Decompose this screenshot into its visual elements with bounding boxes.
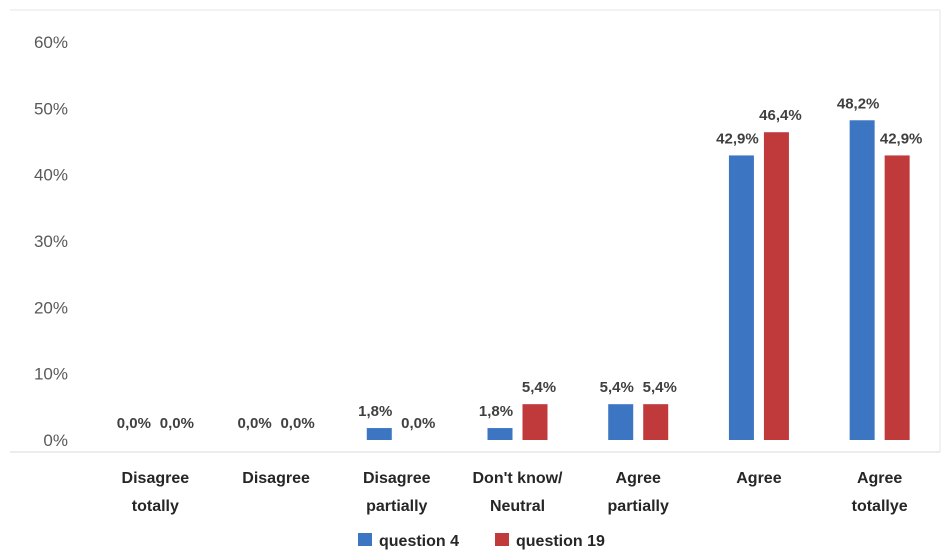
bar-series-1-cat-5	[608, 404, 634, 440]
data-label-series-1-cat-2: 0,0%	[237, 415, 271, 432]
x-tick-label: totally	[132, 498, 179, 515]
legend-label-series-2: question 19	[516, 533, 605, 550]
data-label-series-1-cat-7: 48,2%	[837, 95, 880, 112]
x-tick-label: partially	[608, 498, 669, 515]
x-tick-label: Agree	[857, 470, 902, 487]
y-tick-label: 50%	[34, 99, 68, 118]
data-labels: 0,0% 0,0% 1,8% 1,8% 5,4% 42,9% 48,2% 0,0% 0,0% 0,…	[117, 95, 923, 432]
y-tick-label: 40%	[34, 166, 68, 185]
data-label-series-2-cat-6: 46,4%	[759, 107, 802, 124]
x-tick-label: totallye	[852, 498, 908, 515]
data-label-series-2-cat-7: 42,9%	[880, 130, 923, 147]
data-label-series-1-cat-1: 0,0%	[117, 415, 151, 432]
legend-swatch-series-1	[358, 533, 372, 546]
data-label-series-1-cat-4: 1,8%	[479, 403, 513, 420]
data-label-series-2-cat-3: 0,0%	[401, 415, 435, 432]
y-tick-label: 0%	[43, 431, 68, 450]
y-tick-label: 60%	[34, 33, 68, 52]
x-tick-label: Agree	[736, 470, 781, 487]
legend-label-series-1: question 4	[379, 533, 459, 550]
bar-series-2-cat-7	[884, 155, 910, 440]
x-tick-label: partially	[366, 498, 427, 515]
x-tick-label: Disagree	[363, 470, 431, 487]
x-tick-label: Agree	[616, 470, 661, 487]
data-label-series-2-cat-4: 5,4%	[522, 379, 556, 396]
bar-series-1-cat-6	[728, 155, 754, 440]
x-tick-label: Disagree	[122, 470, 190, 487]
bar-series-2-cat-6	[763, 132, 789, 441]
data-label-series-2-cat-5: 5,4%	[643, 379, 677, 396]
legend: question 4 question 19	[358, 533, 605, 550]
bar-series-1-cat-7	[849, 120, 875, 441]
bar-series-1-cat-3	[366, 428, 392, 440]
y-tick-label: 10%	[34, 365, 68, 384]
data-label-series-1-cat-5: 5,4%	[600, 379, 634, 396]
data-label-series-2-cat-2: 0,0%	[280, 415, 314, 432]
chart-frame	[10, 9, 941, 453]
legend-swatch-series-2	[495, 533, 509, 546]
data-label-series-2-cat-1: 0,0%	[160, 415, 194, 432]
data-label-series-1-cat-3: 1,8%	[358, 403, 392, 420]
bar-series-2-cat-4	[522, 404, 548, 440]
data-label-series-1-cat-6: 42,9%	[716, 130, 759, 147]
x-tick-label: Disagree	[242, 470, 310, 487]
x-axis: Disagree totally Disagree Disagree partially…	[122, 470, 908, 515]
bars	[366, 120, 910, 441]
y-tick-label: 20%	[34, 298, 68, 317]
y-tick-label: 30%	[34, 232, 68, 251]
x-tick-label: Don't know/	[472, 470, 563, 487]
x-tick-label: Neutral	[490, 498, 545, 515]
bar-series-1-cat-4	[487, 428, 513, 440]
y-axis: 0% 10% 20% 30% 40% 50% 60%	[34, 33, 68, 450]
bar-series-2-cat-5	[643, 404, 669, 440]
